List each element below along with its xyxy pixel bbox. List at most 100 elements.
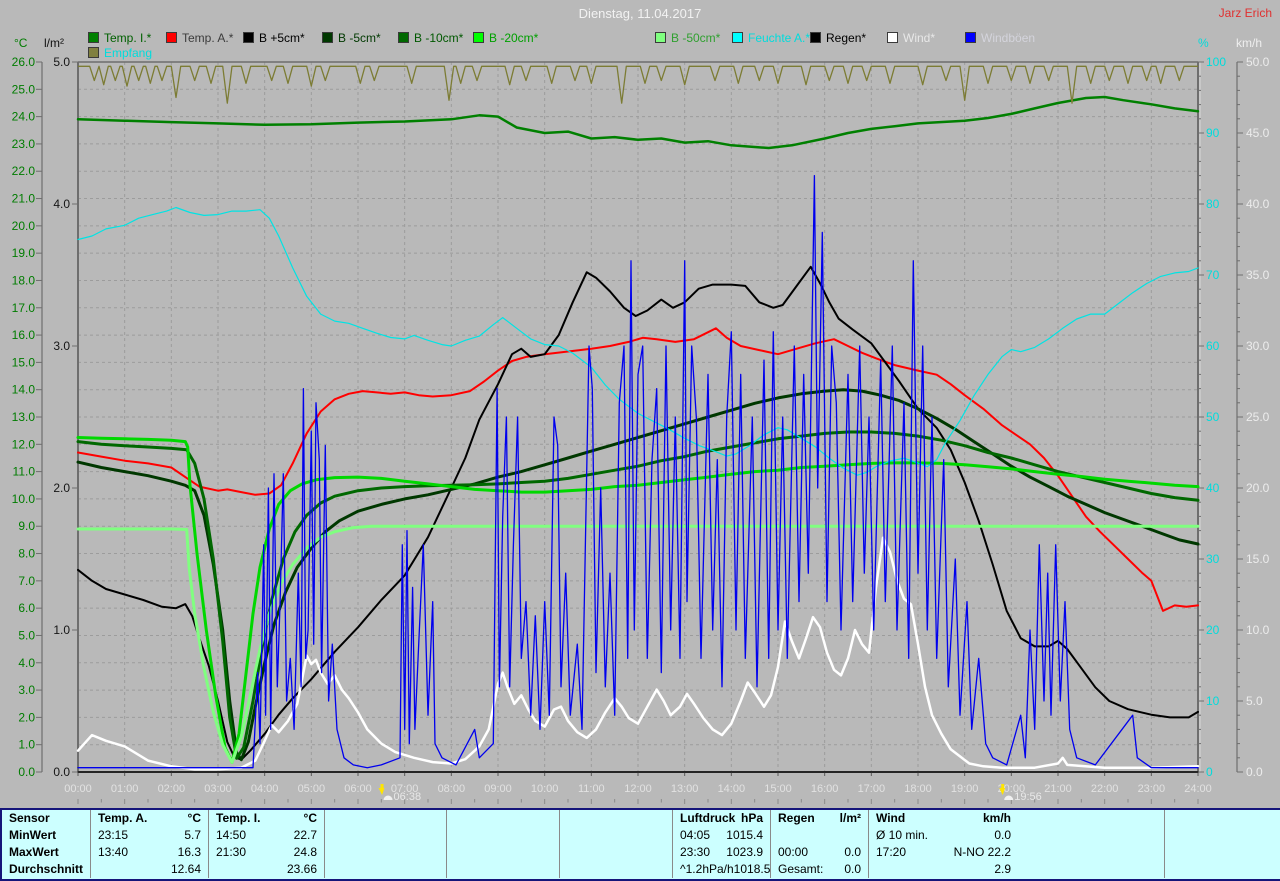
svg-text:08:00: 08:00: [438, 783, 466, 795]
row-label-sensor: Sensor: [9, 811, 50, 825]
legend-label-b-minus50: B -50cm*: [671, 30, 721, 45]
legend-item-b-minus5: B -5cm*: [322, 30, 381, 45]
svg-text:21.0: 21.0: [12, 192, 36, 206]
svg-text:8.0: 8.0: [18, 547, 35, 561]
regen-time: 00:00: [778, 845, 809, 859]
svg-text:20.0: 20.0: [12, 219, 36, 233]
svg-text:22.0: 22.0: [12, 164, 36, 178]
legend-item-wind: Wind*: [887, 30, 936, 45]
regen-total-label: Gesamt:: [778, 862, 824, 876]
temp-i-header: Temp. I.: [216, 811, 261, 825]
table-column-regen: Regen l/m² 00:00 0.0 Gesamt: 0.0: [770, 810, 868, 878]
luftdruck-trend: ^1.2hPa/h: [680, 862, 734, 876]
legend-label-b-minus10: B -10cm*: [414, 30, 464, 45]
wind-unit: km/h: [982, 811, 1011, 825]
svg-text:11.0: 11.0: [13, 465, 36, 479]
table-row-labels-column: Sensor MinWert MaxWert Durchschnitt: [2, 810, 90, 878]
svg-text:18.0: 18.0: [12, 273, 36, 287]
svg-text:09:00: 09:00: [484, 783, 512, 795]
legend-label-b-minus5: B -5cm*: [338, 30, 381, 45]
svg-text:0: 0: [1206, 765, 1213, 779]
svg-text:5.0: 5.0: [18, 628, 35, 642]
temp-i-unit: °C: [303, 811, 317, 825]
svg-text:20:00: 20:00: [998, 783, 1026, 795]
svg-text:15.0: 15.0: [12, 355, 36, 369]
svg-text:25.0: 25.0: [1246, 410, 1270, 424]
weather-chart: 0.0 1.0 2.0 3.0 4.0 5.0 6.0 7.0 8.0 9.0 10.0 11.0 12…: [12, 55, 1270, 804]
svg-text:5.0: 5.0: [1246, 694, 1263, 708]
temp-i-avg: 23.66: [286, 862, 317, 876]
svg-text:10:00: 10:00: [531, 783, 559, 795]
b-minus10-swatch: [398, 32, 409, 43]
author-label: Jarz Erich: [1218, 6, 1272, 20]
svg-text:50: 50: [1206, 410, 1220, 424]
temp-a-max: 16.3: [177, 845, 201, 859]
svg-text:60: 60: [1206, 339, 1220, 353]
sunrise-time: 06:38: [394, 791, 422, 803]
table-empty-column-4: [1164, 810, 1278, 878]
legend-label-empfang: Empfang: [104, 45, 153, 60]
legend-item-b-minus20: B -20cm*: [473, 30, 539, 45]
legend-label-temp-a: Temp. A.*: [182, 30, 234, 45]
svg-text:1.0: 1.0: [18, 738, 35, 752]
svg-text:11:00: 11:00: [578, 783, 605, 795]
table-column-temp-i: Temp. I. °C 14:50 22.7 21:30 24.8 23.66: [208, 810, 324, 878]
svg-text:21:00: 21:00: [1044, 783, 1072, 795]
page-title: Dienstag, 11.04.2017: [578, 6, 702, 21]
svg-text:19:00: 19:00: [951, 783, 979, 795]
row-label-maxwert: MaxWert: [9, 845, 59, 859]
svg-text:12:00: 12:00: [624, 783, 652, 795]
svg-text:16.0: 16.0: [12, 328, 36, 342]
luftdruck-min: 1015.4: [726, 828, 763, 842]
svg-text:19.0: 19.0: [12, 246, 36, 260]
wind-swatch: [887, 32, 898, 43]
svg-text:0.0: 0.0: [18, 765, 35, 779]
legend-item-windboen: Windböen: [965, 30, 1036, 45]
svg-text:02:00: 02:00: [158, 783, 186, 795]
svg-text:0.0: 0.0: [53, 765, 70, 779]
luftdruck-max-time: 23:30: [680, 845, 711, 859]
b-minus50-swatch: [655, 32, 666, 43]
rain-axis-unit: l/m²: [44, 36, 64, 50]
legend-label-wind: Wind*: [903, 30, 936, 45]
temp-a-header: Temp. A.: [98, 811, 148, 825]
svg-text:10.0: 10.0: [12, 492, 36, 506]
svg-text:14.0: 14.0: [12, 383, 36, 397]
legend-label-regen: Regen*: [826, 30, 867, 45]
regen-swatch: [810, 32, 821, 43]
legend-label-windboen: Windböen: [981, 30, 1036, 45]
wind-avg: 2.9: [994, 862, 1011, 876]
temp-a-min: 5.7: [184, 828, 201, 842]
luftdruck-avg: 1018.5: [733, 862, 771, 876]
wind-max: N-NO 22.2: [953, 845, 1011, 859]
windboen-swatch: [965, 32, 976, 43]
legend-label-feuchte: Feuchte A.*: [748, 30, 811, 45]
legend-label-b-minus20: B -20cm*: [489, 30, 539, 45]
legend-item-temp-i: Temp. I.*: [88, 31, 151, 45]
svg-text:2.0: 2.0: [53, 481, 70, 495]
humidity-axis-unit: %: [1198, 36, 1209, 50]
svg-text:3.0: 3.0: [18, 683, 35, 697]
svg-text:23:00: 23:00: [1138, 783, 1166, 795]
luftdruck-unit: hPa: [740, 811, 763, 825]
svg-text:40: 40: [1206, 481, 1220, 495]
svg-text:10.0: 10.0: [1246, 623, 1270, 637]
svg-text:00:00: 00:00: [64, 783, 92, 795]
wind-avg10-label: Ø 10 min.: [876, 828, 929, 842]
luftdruck-max: 1023.9: [726, 845, 763, 859]
svg-text:13:00: 13:00: [671, 783, 699, 795]
regen-total: 0.0: [844, 862, 861, 876]
b-minus20-swatch: [473, 32, 484, 43]
regen-value: 0.0: [844, 845, 861, 859]
svg-text:24:00: 24:00: [1184, 783, 1212, 795]
svg-text:30: 30: [1206, 552, 1220, 566]
legend-item-b-plus5: B +5cm*: [243, 31, 305, 45]
luftdruck-min-time: 04:05: [680, 828, 711, 842]
table-column-temp-a: Temp. A. °C 23:15 5.7 13:40 16.3 12.64: [90, 810, 208, 878]
temp-i-max-time: 21:30: [216, 845, 247, 859]
svg-text:0.0: 0.0: [1246, 765, 1263, 779]
svg-text:24.0: 24.0: [12, 110, 36, 124]
legend-item-feuchte: Feuchte A.*: [732, 30, 811, 45]
feuchte-swatch: [732, 32, 743, 43]
